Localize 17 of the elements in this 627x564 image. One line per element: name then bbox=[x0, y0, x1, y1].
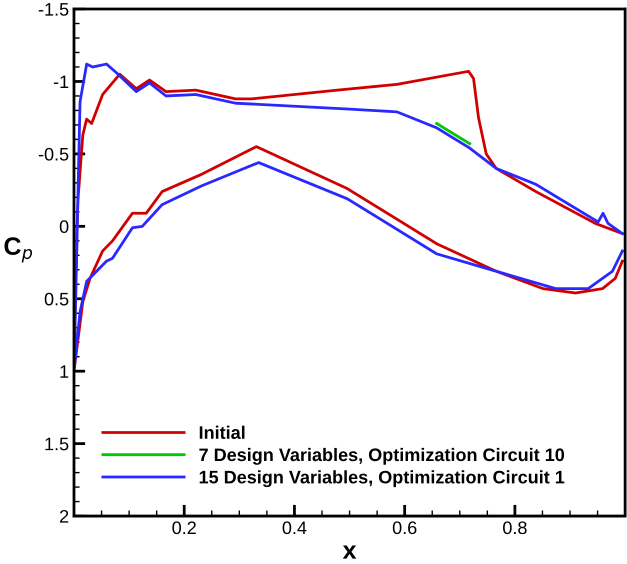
x-tick-label: 0.6 bbox=[392, 521, 416, 534]
legend-label: 15 Design Variables, Optimization Circuit 1 bbox=[200, 470, 564, 488]
x-tick-label: 0.2 bbox=[172, 521, 196, 534]
y-tick-label: -0.5 bbox=[38, 148, 68, 161]
legend-label: Initial bbox=[200, 426, 244, 439]
legend-label: 7 Design Variables, Optimization Circuit 10 bbox=[199, 448, 564, 465]
y-tick-label: -1.5 bbox=[38, 3, 68, 16]
y-tick-label: 0.5 bbox=[44, 292, 68, 306]
y-tick-label: 1.5 bbox=[45, 438, 68, 450]
y-tick-label: -1 bbox=[54, 76, 68, 88]
y-tick-label: 0 bbox=[60, 220, 68, 234]
x-axis-title: x bbox=[342, 545, 356, 559]
y-tick-label: 2 bbox=[60, 510, 68, 523]
x-tick-label: 0.8 bbox=[503, 521, 527, 534]
y-axis-title: C$_{p}$ bbox=[4, 237, 32, 262]
x-tick-label: 0.4 bbox=[282, 521, 306, 534]
y-tick-label: 1 bbox=[60, 365, 68, 378]
